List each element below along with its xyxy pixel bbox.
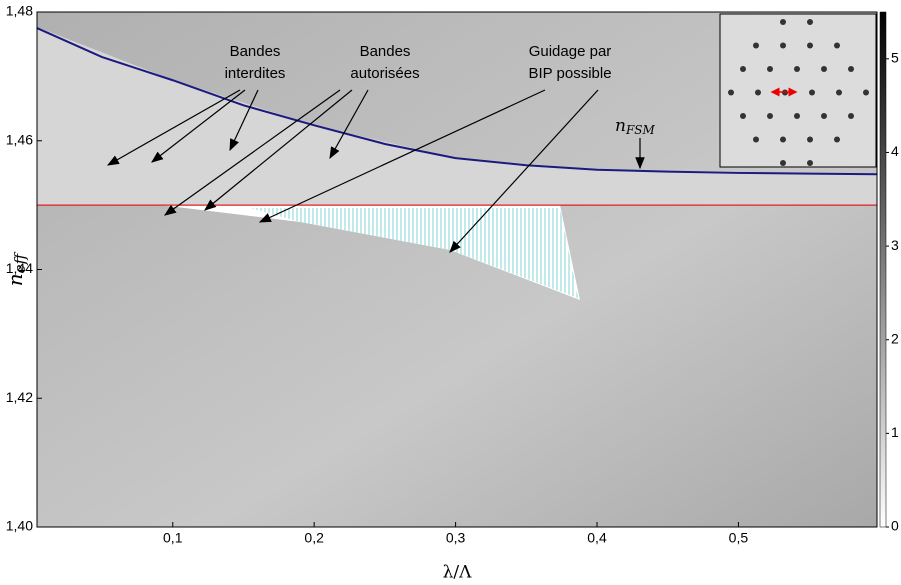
x-tick-label: 0,5 [729,530,749,546]
hole [767,113,773,119]
hole [780,136,786,143]
hole [821,113,827,119]
annotation: interdites [225,65,286,82]
holes [728,19,869,166]
hole [740,66,746,72]
hole [821,66,827,72]
hole [807,160,813,166]
hole [794,66,800,72]
arrow [106,89,241,166]
annotation: Guidage par [529,43,612,60]
hole [863,89,869,96]
colorbar-tick-label: 1 [891,424,899,440]
nfsm-sub: FSM [625,123,656,137]
hole [834,42,840,49]
arrow [164,89,341,216]
hole [807,42,813,49]
hole [755,89,761,96]
x-tick-label: 0,1 [163,530,183,546]
y-axis-label: neff [3,251,30,286]
y-tick-label: 1,46 [6,131,33,147]
hole [728,89,734,96]
arrow [258,89,546,223]
hole [834,136,840,143]
annotation-arrows [106,89,645,253]
colorbar-tick-label: 0 [891,518,899,534]
annotation: autorisées [350,65,419,82]
hole [780,160,786,166]
hole [848,113,854,119]
annotation: Bandes [360,43,411,60]
y-tick-label: 1,40 [6,518,33,534]
hole [848,66,854,72]
hole [836,89,842,96]
arrow [449,89,599,253]
colorbar-tick-label: 3 [891,237,899,253]
hole [807,136,813,143]
x-tick-label: 0,2 [304,530,324,546]
hole [753,42,759,49]
x-axis-label: λ/Λ [443,563,473,583]
arrow [329,89,369,160]
colorbar-tick-label: 5 [891,50,899,66]
hole [780,42,786,49]
hole [753,136,759,143]
inset [719,13,877,168]
hole [767,66,773,72]
y-label-base: n [3,273,27,286]
x-tick-label: 0,3 [446,530,466,546]
y-tick-label: 1,44 [6,260,33,276]
hole [809,89,815,96]
arrow [151,89,246,163]
y-tick-label: 1,48 [6,3,33,19]
x-tick-label: 0,4 [587,530,607,546]
arrow [229,89,259,152]
inset-frame [719,13,877,168]
y-tick-label: 1,42 [6,389,33,405]
nfsm-label: nFSM [615,116,656,137]
guided-region [250,208,578,298]
cladding-band [37,27,877,205]
hole [780,19,786,25]
y-label-sub: eff [11,251,29,273]
annotation: BIP possible [528,65,611,82]
hole [794,113,800,119]
nfsm-base: n [615,116,626,136]
colorbar-tick-label: 2 [891,330,899,346]
colorbar [879,11,887,528]
hole [740,113,746,119]
annotation: Bandes [230,43,281,60]
arrow [204,89,353,211]
hole [807,19,813,25]
colorbar-tick-label: 4 [891,143,899,159]
series-line [36,27,878,176]
